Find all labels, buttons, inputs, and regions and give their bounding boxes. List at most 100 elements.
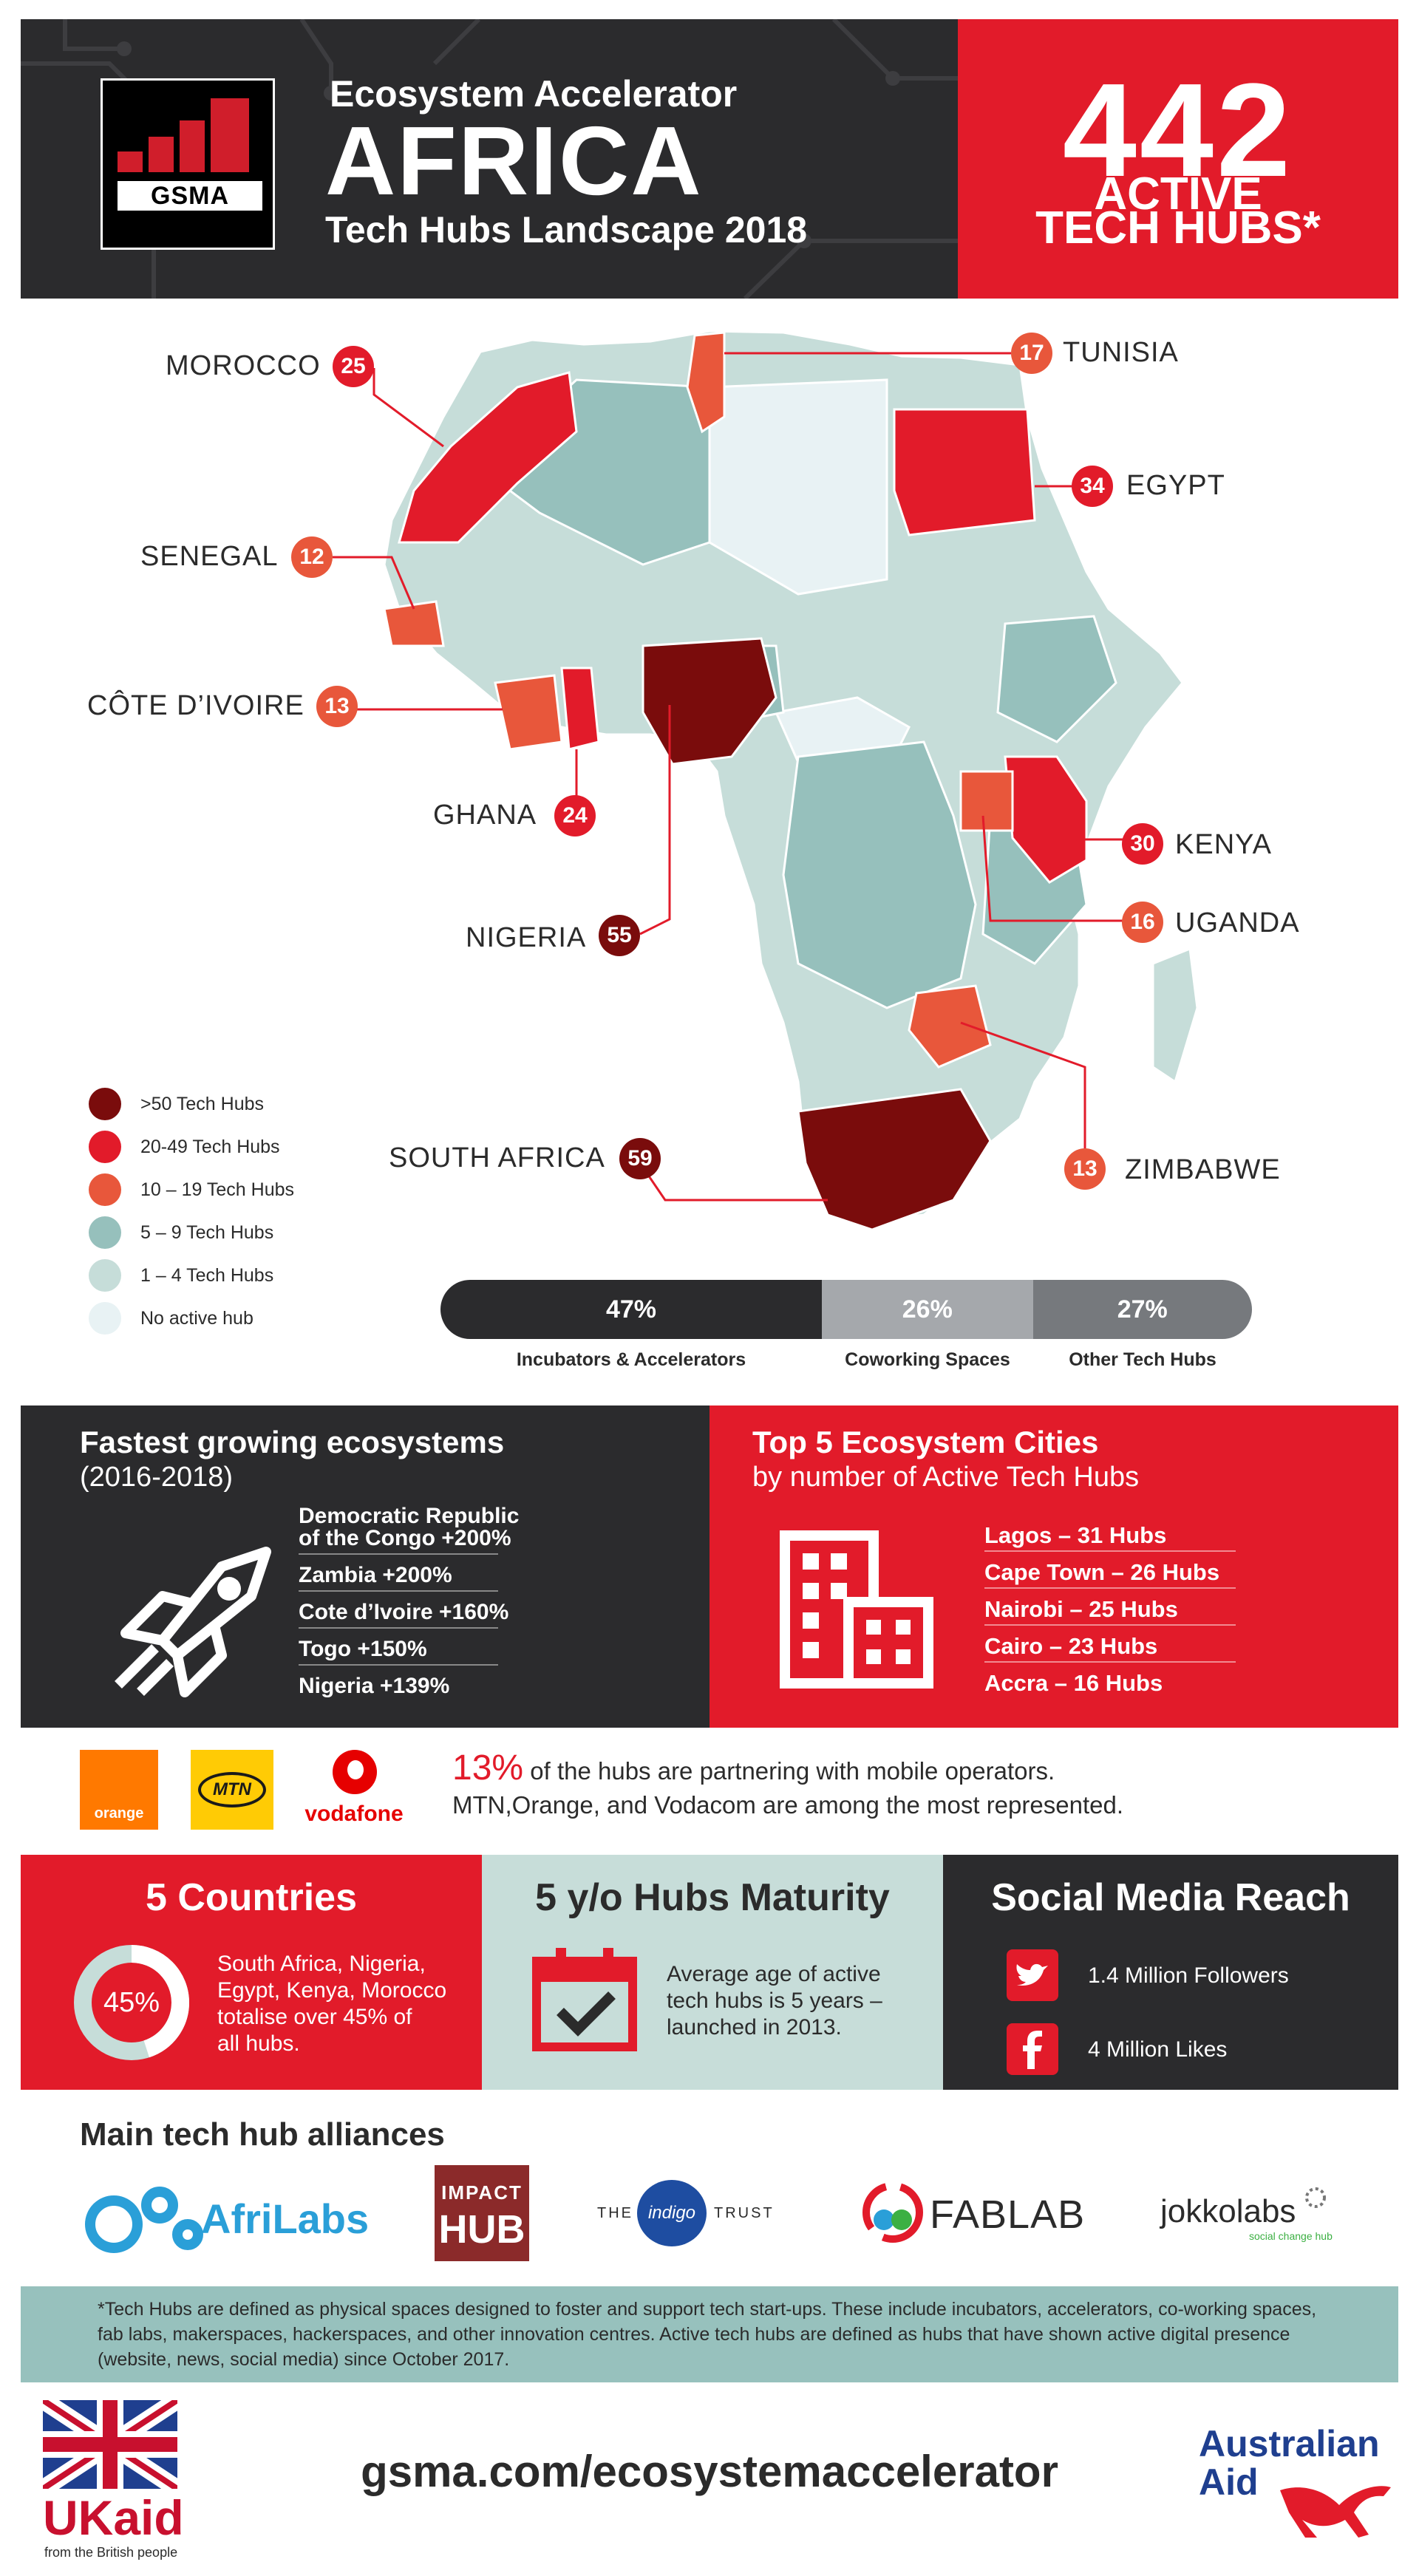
legend-swatch bbox=[89, 1302, 121, 1335]
country-label-uganda: UGANDA bbox=[1175, 907, 1300, 938]
footnote-text: *Tech Hubs are defined as physical space… bbox=[98, 2299, 1317, 2370]
badge-kenya: 30 bbox=[1122, 823, 1163, 865]
badge-zimbabwe: 13 bbox=[1064, 1148, 1106, 1190]
twitter-icon bbox=[1007, 1949, 1058, 2001]
country-label-south-africa: SOUTH AFRICA bbox=[389, 1142, 605, 1173]
top-city-item: Cairo – 23 Hubs bbox=[984, 1632, 1236, 1663]
badge-egypt: 34 bbox=[1072, 466, 1113, 507]
fastest-item: Democratic Republic bbox=[299, 1504, 520, 1528]
circuit-decoration bbox=[21, 19, 958, 299]
fastest-item: Zambia +200% bbox=[299, 1564, 498, 1592]
country-label-senegal: SENEGAL bbox=[140, 541, 279, 572]
partners-text: 13% of the hubs are partnering with mobi… bbox=[452, 1751, 1123, 1822]
svg-text:45%: 45% bbox=[103, 1987, 160, 2018]
hub-type-label-coworking: Coworking Spaces bbox=[845, 1349, 1010, 1370]
social-media-panel: Social Media Reach 1.4 Million Followers… bbox=[943, 1855, 1398, 2090]
fastest-title: Fastest growing ecosystems bbox=[80, 1425, 505, 1459]
uk-flag-icon bbox=[43, 2400, 177, 2489]
total-hubs-line2: TECH HUBS* bbox=[1035, 202, 1321, 253]
gsma-logo-text: GSMA bbox=[118, 181, 262, 211]
fastest-item: of the Congo +200% bbox=[299, 1527, 511, 1555]
legend-label: 20-49 Tech Hubs bbox=[140, 1137, 280, 1157]
partners-percent: 13% bbox=[452, 1748, 524, 1788]
badge-cote-divoire: 13 bbox=[316, 686, 358, 727]
badge-senegal: 12 bbox=[291, 536, 333, 578]
jokkolabs-mark bbox=[1305, 2187, 1326, 2208]
country-label-cote-divoire: CÔTE D’IVOIRE bbox=[87, 690, 304, 721]
top-cities-title: Top 5 Ecosystem Cities bbox=[752, 1425, 1099, 1459]
legend-swatch bbox=[89, 1173, 121, 1206]
legend-label: 1 – 4 Tech Hubs bbox=[140, 1265, 274, 1286]
country-label-kenya: KENYA bbox=[1175, 829, 1273, 860]
kangaroo-icon bbox=[1280, 2486, 1391, 2538]
header-subtitle: Ecosystem Accelerator bbox=[330, 73, 738, 115]
header-total-panel bbox=[958, 19, 1398, 299]
partners-line2: MTN,Orange, and Vodacom are among the mo… bbox=[452, 1791, 1123, 1819]
legend-swatch bbox=[89, 1259, 121, 1292]
rocket-icon bbox=[115, 1547, 271, 1697]
footnote-panel: *Tech Hubs are defined as physical space… bbox=[21, 2286, 1398, 2382]
hub-type-label-other: Other Tech Hubs bbox=[1069, 1349, 1216, 1370]
badge-morocco: 25 bbox=[333, 346, 374, 387]
impact-hub-logo: IMPACT HUB bbox=[435, 2165, 529, 2261]
top-city-item: Accra – 16 Hubs bbox=[984, 1670, 1163, 1696]
calendar-check-icon bbox=[532, 1948, 637, 2051]
top-city-item: Nairobi – 25 Hubs bbox=[984, 1595, 1236, 1626]
hub-type-segment-other: 27% bbox=[1032, 1280, 1252, 1339]
social-media-title: Social Media Reach bbox=[991, 1876, 1350, 1919]
country-label-nigeria: NIGERIA bbox=[466, 922, 587, 953]
top-cities-subtitle: by number of Active Tech Hubs bbox=[752, 1462, 1140, 1493]
fastest-item: Togo +150% bbox=[299, 1638, 498, 1666]
hub-type-bar: 47% 26% 27% bbox=[440, 1280, 1252, 1339]
legend-label: 10 – 19 Tech Hubs bbox=[140, 1179, 295, 1200]
facebook-likes: 4 Million Likes bbox=[1088, 2037, 1228, 2062]
buildings-icon bbox=[780, 1530, 933, 1689]
partners-line1: of the hubs are partnering with mobile o… bbox=[530, 1757, 1055, 1785]
indigo-trust-logo: THE indigo TRUST bbox=[597, 2180, 789, 2246]
total-hubs-number: 442 bbox=[1062, 56, 1294, 205]
top-city-item: Lagos – 31 Hubs bbox=[984, 1521, 1236, 1552]
header-title: AFRICA bbox=[325, 106, 703, 215]
five-countries-panel: 5 Countries 45% South Africa, Nigeria, E… bbox=[21, 1855, 482, 2090]
percent-donut: 45% bbox=[74, 1945, 189, 2060]
vodafone-logo: vodafone bbox=[299, 1750, 409, 1830]
country-label-egypt: EGYPT bbox=[1126, 470, 1225, 501]
australian-aid-line2: Aid bbox=[1199, 2461, 1259, 2503]
twitter-followers: 1.4 Million Followers bbox=[1088, 1963, 1289, 1988]
top-cities-panel bbox=[710, 1405, 1398, 1728]
badge-south-africa: 59 bbox=[619, 1138, 661, 1179]
hub-type-segment-incubators: 47% bbox=[440, 1280, 823, 1339]
afrilabs-mark bbox=[85, 2187, 203, 2253]
country-label-morocco: MOROCCO bbox=[166, 350, 321, 381]
australian-aid-line1: Australian bbox=[1199, 2423, 1380, 2464]
website-link[interactable]: gsma.com/ecosystemaccelerator bbox=[361, 2447, 1058, 2496]
hub-type-label-incubators: Incubators & Accelerators bbox=[516, 1349, 746, 1370]
legend-label: No active hub bbox=[140, 1308, 253, 1329]
header-year-line: Tech Hubs Landscape 2018 bbox=[325, 209, 808, 251]
ukaid-tagline: from the British people bbox=[44, 2545, 178, 2560]
fablab-mark bbox=[862, 2182, 923, 2243]
badge-nigeria: 55 bbox=[599, 915, 640, 956]
legend-label: 5 – 9 Tech Hubs bbox=[140, 1222, 274, 1243]
fablab-logo: FABLAB bbox=[862, 2181, 1098, 2248]
hub-maturity-text: Average age of active tech hubs is 5 yea… bbox=[667, 1962, 882, 2040]
mtn-logo: MTN bbox=[191, 1750, 273, 1830]
hub-type-segment-coworking: 26% bbox=[822, 1280, 1033, 1339]
badge-ghana: 24 bbox=[554, 795, 596, 836]
gsma-logo: GSMA bbox=[101, 78, 275, 250]
five-countries-title: 5 Countries bbox=[145, 1876, 358, 1919]
country-label-zimbabwe: ZIMBABWE bbox=[1125, 1154, 1281, 1185]
country-label-tunisia: TUNISIA bbox=[1063, 337, 1179, 368]
total-hubs-line1: ACTIVE bbox=[1094, 168, 1262, 219]
legend-swatch bbox=[89, 1216, 121, 1249]
fastest-item: Nigeria +139% bbox=[299, 1674, 450, 1698]
ukaid-wordmark: UKaid bbox=[43, 2490, 184, 2545]
facebook-icon bbox=[1007, 2023, 1058, 2075]
hub-maturity-panel: 5 y/o Hubs Maturity Average age of activ… bbox=[482, 1855, 943, 2090]
jokkolabs-logo: jokkolabs social change hub bbox=[1160, 2183, 1338, 2249]
country-label-ghana: GHANA bbox=[433, 800, 537, 831]
legend-swatch bbox=[89, 1131, 121, 1163]
badge-tunisia: 17 bbox=[1011, 333, 1052, 374]
fastest-item: Cote d’Ivoire +160% bbox=[299, 1601, 508, 1629]
alliances-title: Main tech hub alliances bbox=[80, 2116, 445, 2153]
